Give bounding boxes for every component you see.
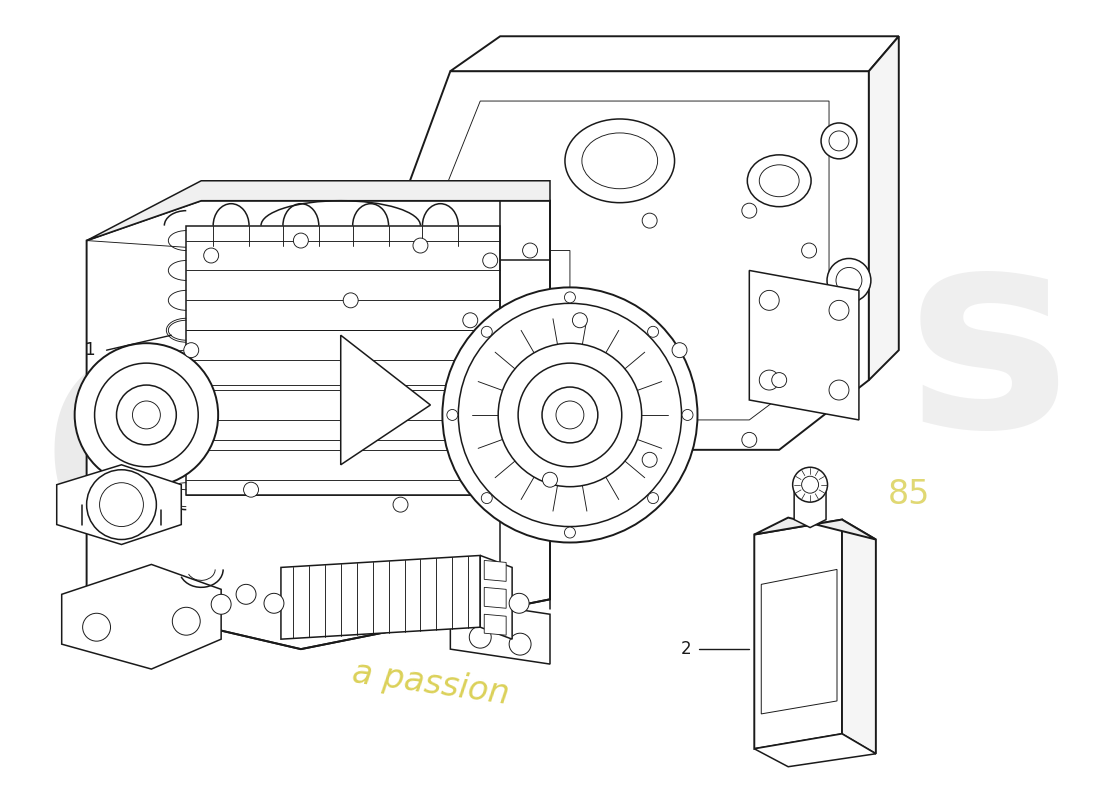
Circle shape [642,452,657,467]
Polygon shape [57,465,182,545]
Circle shape [542,387,597,443]
Circle shape [829,300,849,320]
Circle shape [82,614,110,641]
Text: s: s [905,215,1071,485]
Ellipse shape [759,165,799,197]
Text: 85: 85 [888,478,930,511]
Circle shape [132,401,161,429]
Circle shape [827,258,871,302]
Circle shape [236,584,256,604]
Polygon shape [87,201,550,649]
Circle shape [648,326,659,338]
Polygon shape [87,181,550,241]
Polygon shape [842,519,876,754]
Polygon shape [481,555,513,639]
Circle shape [829,380,849,400]
Circle shape [741,432,757,447]
Circle shape [542,472,558,487]
Polygon shape [450,36,899,71]
Ellipse shape [582,133,658,189]
Circle shape [264,594,284,614]
Circle shape [741,203,757,218]
Circle shape [829,131,849,151]
Circle shape [482,326,493,338]
Circle shape [117,385,176,445]
Polygon shape [484,561,506,582]
Circle shape [682,410,693,421]
Circle shape [564,527,575,538]
Polygon shape [869,36,899,380]
Circle shape [759,370,779,390]
Circle shape [772,373,786,387]
Circle shape [642,213,657,228]
Circle shape [412,238,428,253]
Circle shape [343,293,359,308]
Circle shape [648,493,659,503]
Circle shape [294,233,308,248]
Polygon shape [280,555,481,639]
Polygon shape [755,518,876,539]
Circle shape [459,303,682,526]
Circle shape [393,497,408,512]
Polygon shape [755,519,842,749]
Text: 2: 2 [681,640,692,658]
Circle shape [447,410,458,421]
Polygon shape [484,614,506,635]
Circle shape [100,482,143,526]
Circle shape [509,594,529,614]
Circle shape [572,313,587,328]
Circle shape [802,476,818,493]
Circle shape [821,123,857,159]
Circle shape [482,493,493,503]
Polygon shape [749,270,859,420]
Circle shape [672,342,688,358]
Ellipse shape [747,155,811,206]
Circle shape [522,243,538,258]
Polygon shape [450,599,550,664]
Circle shape [173,607,200,635]
Polygon shape [755,734,876,766]
Polygon shape [794,478,826,527]
Circle shape [793,467,827,502]
Circle shape [75,343,218,486]
Circle shape [483,253,497,268]
Text: e: e [39,275,284,624]
Polygon shape [381,71,869,450]
Polygon shape [341,335,430,465]
Circle shape [802,243,816,258]
Circle shape [470,626,492,648]
Circle shape [184,342,199,358]
Ellipse shape [565,119,674,202]
Circle shape [759,290,779,310]
Circle shape [564,292,575,303]
Circle shape [498,343,641,486]
Polygon shape [420,101,829,420]
Circle shape [204,248,219,263]
Circle shape [518,363,622,466]
Polygon shape [186,226,500,494]
Polygon shape [62,565,221,669]
Circle shape [509,633,531,655]
Polygon shape [484,587,506,608]
Circle shape [243,482,258,497]
Polygon shape [761,570,837,714]
Circle shape [836,267,862,294]
Circle shape [463,313,477,328]
Text: 1: 1 [85,341,95,359]
Circle shape [556,401,584,429]
Circle shape [211,594,231,614]
Circle shape [95,363,198,466]
Circle shape [87,470,156,539]
Text: a passion: a passion [350,657,512,711]
Circle shape [442,287,697,542]
